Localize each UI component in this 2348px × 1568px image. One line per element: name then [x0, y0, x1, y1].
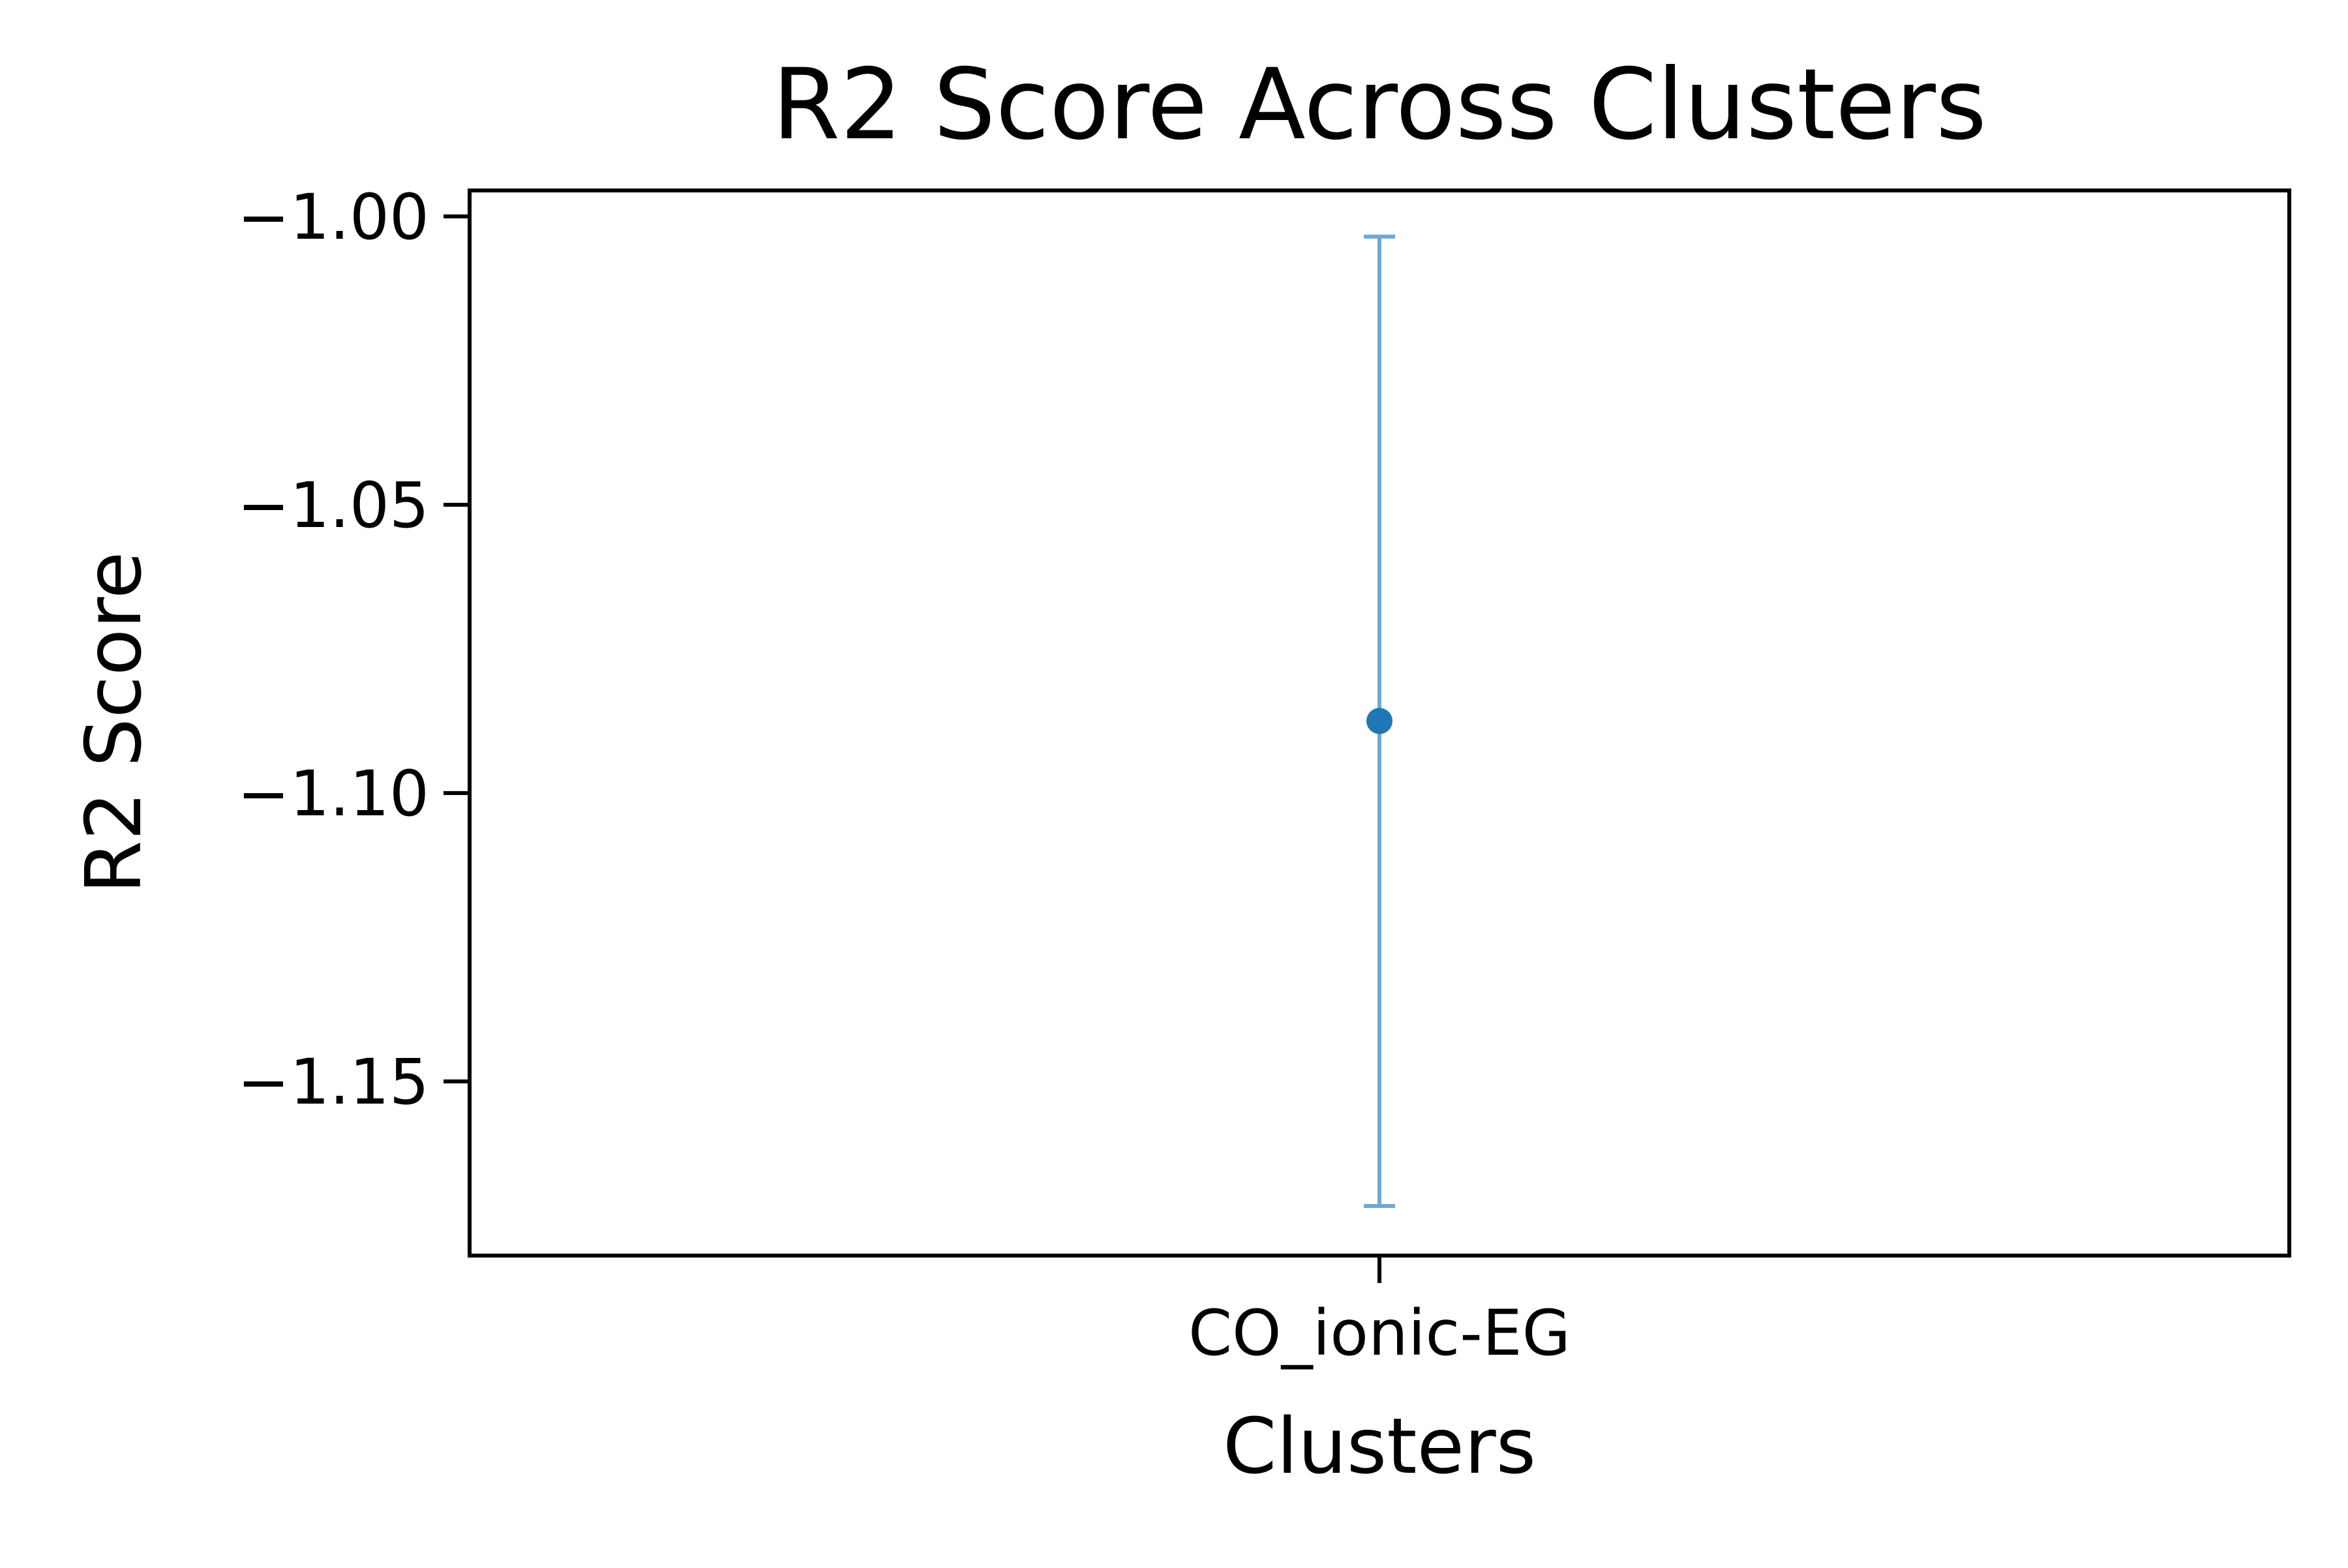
y-tick-label: −1.05 — [237, 469, 429, 542]
y-tick-label: −1.15 — [237, 1046, 429, 1119]
y-tick-label: −1.00 — [237, 181, 429, 254]
y-tick-label: −1.10 — [237, 757, 429, 830]
data-point — [1366, 708, 1392, 734]
plot-area: −1.00 −1.05 −1.10 −1.15 CO_ionic-EG — [237, 181, 2291, 1370]
chart-title: R2 Score Across Clusters — [772, 48, 1987, 162]
x-axis-label: Clusters — [1223, 1401, 1536, 1491]
x-tick-label: CO_ionic-EG — [1188, 1297, 1571, 1370]
y-axis-label: R2 Score — [68, 551, 158, 894]
